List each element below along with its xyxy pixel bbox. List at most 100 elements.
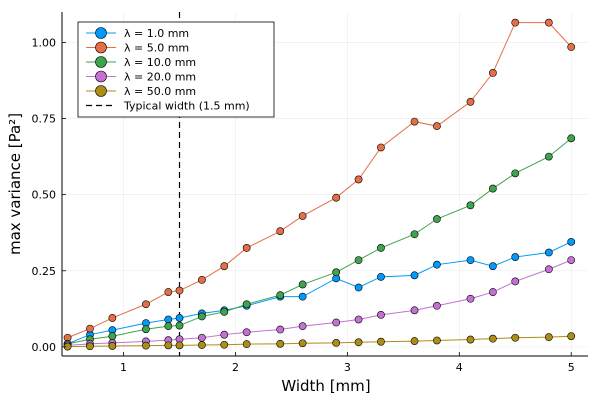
y-tick-label: 0.75 xyxy=(32,113,57,126)
data-point xyxy=(164,322,173,331)
legend-item: λ = 20.0 mm xyxy=(86,71,196,84)
series-3 xyxy=(63,134,576,348)
data-point xyxy=(410,337,419,345)
data-point xyxy=(511,169,520,178)
legend-label: λ = 50.0 mm xyxy=(124,85,196,98)
data-point xyxy=(142,325,150,334)
data-point xyxy=(108,332,117,341)
legend-label: Typical width (1.5 mm) xyxy=(123,100,250,113)
data-point xyxy=(488,184,497,193)
y-tick-label: 0.50 xyxy=(32,189,57,202)
axes xyxy=(61,12,588,357)
data-point xyxy=(466,294,475,303)
y-axis-title: max variance [Pa²] xyxy=(6,113,24,255)
data-point xyxy=(108,342,117,350)
data-point xyxy=(354,315,363,324)
data-point xyxy=(164,315,173,324)
data-point xyxy=(466,256,475,265)
x-axis-title: Width [mm] xyxy=(281,377,370,395)
data-point xyxy=(276,325,285,334)
data-point xyxy=(175,314,184,322)
data-point xyxy=(108,314,117,322)
data-point xyxy=(511,333,520,342)
data-point xyxy=(410,306,419,315)
data-point xyxy=(466,335,475,344)
data-point xyxy=(466,97,475,106)
data-point xyxy=(544,18,553,27)
legend-label: λ = 10.0 mm xyxy=(124,56,196,69)
data-point xyxy=(544,248,553,257)
data-point xyxy=(410,117,419,126)
x-tick-label: 4 xyxy=(456,361,463,374)
data-point xyxy=(298,212,307,220)
data-point xyxy=(488,288,497,296)
data-point xyxy=(488,334,497,343)
data-point xyxy=(544,333,553,342)
x-tick-label: 5 xyxy=(568,361,575,374)
data-point xyxy=(433,301,441,310)
data-point xyxy=(242,340,251,349)
data-point xyxy=(377,143,385,152)
data-point xyxy=(332,193,341,202)
data-point xyxy=(410,271,419,280)
data-point xyxy=(377,337,385,346)
data-point xyxy=(567,332,576,341)
series-group xyxy=(63,18,576,351)
data-point xyxy=(410,230,419,239)
legend-marker xyxy=(95,56,107,68)
series-5 xyxy=(63,332,576,351)
data-point xyxy=(433,215,441,223)
legend-item: λ = 50.0 mm xyxy=(86,85,196,98)
data-point xyxy=(298,280,307,289)
x-tick-label: 2 xyxy=(232,361,239,374)
data-point xyxy=(377,311,385,319)
data-point xyxy=(511,277,520,286)
data-point xyxy=(197,333,206,342)
x-tick-label: 1 xyxy=(120,361,127,374)
data-point xyxy=(511,18,520,27)
data-point xyxy=(567,43,576,51)
data-point xyxy=(567,256,576,265)
data-point xyxy=(276,291,285,300)
data-point xyxy=(488,262,497,271)
series-2 xyxy=(63,18,576,342)
data-point xyxy=(466,201,475,210)
data-point xyxy=(220,340,229,349)
legend-item: λ = 10.0 mm xyxy=(86,56,196,69)
data-point xyxy=(433,260,441,269)
x-tick-label: 3 xyxy=(344,361,351,374)
data-point xyxy=(220,307,229,316)
data-point xyxy=(242,300,251,309)
y-tick-label: 1.00 xyxy=(32,36,57,49)
data-point xyxy=(567,237,576,246)
data-point xyxy=(142,341,150,350)
legend-label: λ = 1.0 mm xyxy=(124,27,189,40)
data-point xyxy=(332,268,341,277)
data-point xyxy=(544,152,553,161)
data-point xyxy=(86,342,94,351)
data-point xyxy=(433,336,441,345)
legend-marker xyxy=(95,27,107,39)
data-point xyxy=(197,312,206,321)
data-point xyxy=(511,253,520,261)
data-point xyxy=(377,244,385,252)
legend-box xyxy=(77,21,275,118)
data-point xyxy=(175,321,184,330)
y-tick-label: 0.25 xyxy=(32,265,57,278)
series-4 xyxy=(63,256,576,350)
data-point xyxy=(332,318,341,327)
data-point xyxy=(298,292,307,301)
data-point xyxy=(276,339,285,348)
data-point xyxy=(332,339,341,347)
data-point xyxy=(354,283,363,292)
data-point xyxy=(488,68,497,77)
legend-label: λ = 5.0 mm xyxy=(124,42,189,55)
data-point xyxy=(220,262,229,271)
tick-labels: 1 2 3 4 5 0.00 0.25 0.50 0.75 1.00 xyxy=(32,36,575,374)
data-point xyxy=(197,275,206,284)
data-point xyxy=(164,341,173,350)
data-point xyxy=(175,286,184,295)
series-1 xyxy=(63,237,576,348)
data-point xyxy=(175,341,184,350)
legend-label: λ = 20.0 mm xyxy=(124,71,196,84)
